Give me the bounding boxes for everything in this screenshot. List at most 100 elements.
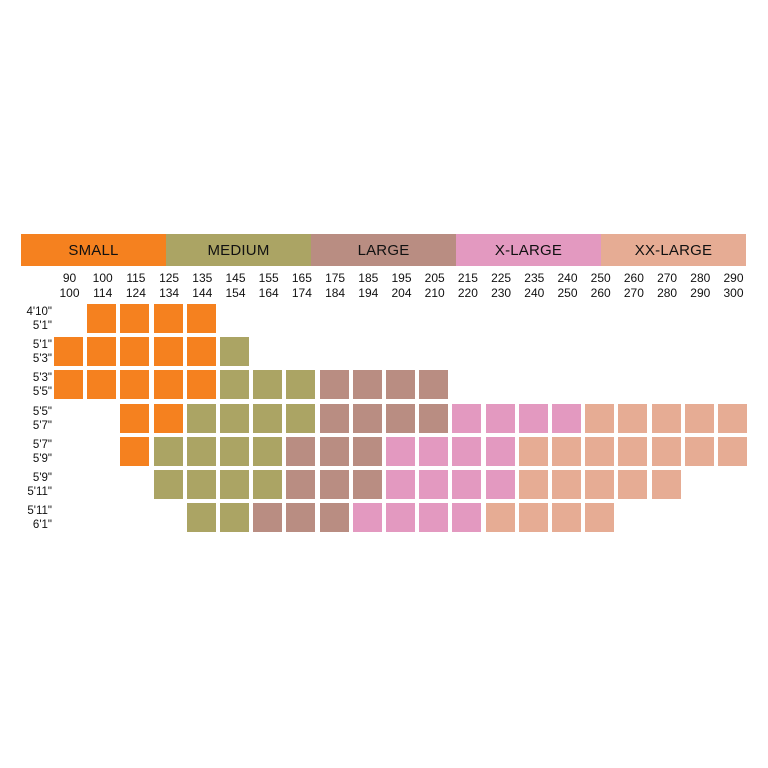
weight-high: 184 — [325, 286, 346, 300]
size-cell-medium — [186, 436, 216, 466]
weight-high: 240 — [524, 286, 545, 300]
weight-high: 154 — [225, 286, 246, 300]
weight-high: 204 — [391, 286, 412, 300]
weight-high: 230 — [491, 286, 512, 300]
size-cell-xx-large — [585, 436, 615, 466]
size-cell-small — [120, 337, 150, 367]
height-low: 4'10" — [26, 306, 52, 318]
size-cell-medium — [220, 337, 249, 367]
size-cell-x-large — [386, 470, 415, 499]
height-row-label: 5'7" 5'9" — [20, 438, 52, 466]
weight-high: 210 — [424, 286, 445, 300]
size-cell-small — [120, 403, 150, 433]
size-band-xx-large: XX-LARGE — [601, 234, 746, 266]
height-row-label: 5'3" 5'5" — [20, 371, 52, 399]
weight-column-label: 175 184 — [319, 271, 352, 301]
height-high: 6'1" — [32, 519, 52, 532]
height-low: 5'5" — [32, 405, 52, 418]
weight-high: 194 — [358, 286, 379, 300]
size-cell-xx-large — [585, 470, 615, 499]
size-cell-small — [153, 403, 183, 433]
size-band-large: LARGE — [311, 234, 456, 266]
size-cell-large — [386, 370, 415, 400]
size-cell-xx-large — [552, 470, 581, 499]
size-cell-medium — [186, 503, 216, 533]
weight-low: 225 — [491, 271, 512, 285]
weight-low: 290 — [723, 271, 744, 285]
weight-high: 250 — [557, 286, 578, 300]
weight-high: 164 — [258, 286, 279, 300]
weight-column-label: 90 100 — [53, 271, 86, 301]
size-band-x-large: X-LARGE — [456, 234, 601, 266]
weight-high: 114 — [93, 286, 113, 300]
size-cell-x-large — [352, 503, 382, 533]
weight-column-label: 135 144 — [186, 271, 219, 301]
weight-high: 174 — [291, 286, 312, 300]
weight-column-label: 280 290 — [684, 271, 717, 301]
height-high: 5'11" — [27, 486, 52, 498]
weight-high: 260 — [590, 286, 611, 300]
size-cell-x-large — [552, 403, 581, 433]
weight-low: 175 — [325, 271, 346, 285]
weight-low: 115 — [126, 271, 146, 285]
weight-low: 165 — [291, 271, 312, 285]
weight-column-label: 260 270 — [617, 271, 650, 301]
size-cell-medium — [153, 436, 183, 466]
size-cell-x-large — [452, 403, 482, 433]
size-cell-large — [352, 370, 382, 400]
size-cell-xx-large — [618, 403, 648, 433]
size-cell-x-large — [485, 403, 515, 433]
size-cell-medium — [153, 470, 183, 499]
size-cell-medium — [186, 403, 216, 433]
size-cell-x-large — [452, 503, 482, 533]
size-band-small: SMALL — [21, 234, 166, 266]
size-cell-small — [186, 370, 216, 400]
size-cell-medium — [286, 403, 316, 433]
size-cell-large — [253, 503, 283, 533]
height-low: 5'9" — [32, 472, 52, 484]
size-band: SMALL MEDIUM LARGE X-LARGE XX-LARGE — [21, 234, 746, 266]
size-cell-small — [186, 304, 216, 333]
height-high: 5'5" — [32, 386, 52, 399]
size-cell-xx-large — [684, 436, 714, 466]
weight-column-label: 145 154 — [219, 271, 252, 301]
height-high: 5'9" — [32, 452, 52, 465]
weight-column-label: 185 194 — [352, 271, 385, 301]
weight-high: 300 — [723, 286, 744, 300]
height-row-label: 5'1" 5'3" — [20, 338, 52, 366]
size-cell-large — [352, 470, 382, 499]
size-cell-medium — [220, 503, 249, 533]
size-cell-small — [153, 304, 183, 333]
size-cell-small — [186, 337, 216, 367]
height-row-label: 5'5" 5'7" — [20, 405, 52, 433]
size-cell-medium — [286, 370, 316, 400]
size-cell-xx-large — [552, 436, 581, 466]
size-cell-large — [352, 403, 382, 433]
size-cell-large — [319, 503, 349, 533]
size-cell-large — [319, 403, 349, 433]
size-cell-xx-large — [718, 436, 747, 466]
size-cell-xx-large — [651, 436, 681, 466]
weight-column-label: 225 230 — [485, 271, 518, 301]
height-row-label: 4'10" 5'1" — [20, 305, 52, 333]
weight-high: 290 — [690, 286, 711, 300]
height-low: 5'11" — [27, 505, 52, 518]
size-cell-xx-large — [518, 503, 548, 533]
size-cell-small — [87, 304, 117, 333]
size-cell-small — [120, 436, 150, 466]
size-cell-medium — [253, 370, 283, 400]
size-cell-large — [419, 403, 449, 433]
size-cell-x-large — [452, 436, 482, 466]
height-high: 5'1" — [32, 320, 52, 332]
weight-column-label: 165 174 — [285, 271, 318, 301]
size-cell-small — [54, 370, 83, 400]
size-cell-xx-large — [618, 436, 648, 466]
weight-high: 270 — [623, 286, 644, 300]
weight-low: 135 — [192, 271, 213, 285]
size-cell-large — [319, 370, 349, 400]
size-cell-x-large — [485, 436, 515, 466]
weight-column-label: 195 204 — [385, 271, 418, 301]
size-cell-xx-large — [585, 403, 615, 433]
weight-low: 125 — [159, 271, 180, 285]
height-row-label: 5'9" 5'11" — [20, 471, 52, 499]
